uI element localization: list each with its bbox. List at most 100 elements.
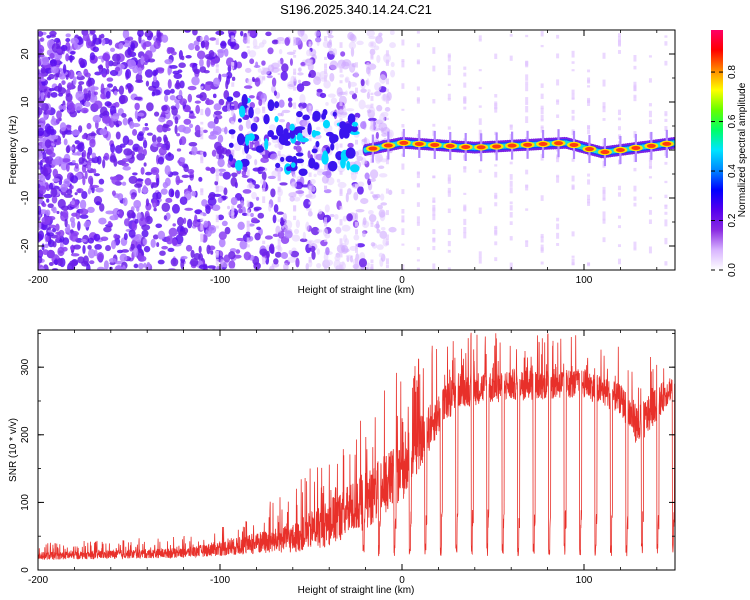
spectrogram-faint-cell [416,43,420,48]
spectrogram-noise-cell [278,119,286,123]
spectrogram-faint-cell [200,121,204,125]
spectrogram-noise-cell [74,192,78,196]
spectrogram-noise-cell [93,249,98,257]
spectrogram-faint-cell [571,184,575,190]
spectrogram-faint-cell [509,221,513,225]
spectrogram-noise-cell [51,195,58,204]
snr-panel: -200 -100 0 100 0 100 200 300 Height of straigh… [8,329,676,596]
spectrogram-noise-cell [253,206,262,211]
spectrogram-faint-cell [571,93,575,99]
spectrogram-noise-cell [217,49,224,58]
spectrogram-noise-cell [374,82,382,92]
spectrogram-ylabel: Frequency (Hz) [8,116,19,185]
spectrogram-noise-cell [279,57,284,65]
spectrogram-noise-cell [204,54,212,60]
spectrogram-noise-cell [212,266,216,270]
spectrogram-faint-cell [525,105,529,113]
spectrogram-noise-cell [284,37,290,46]
spectrogram-faint-cell [633,167,637,172]
spectrogram-noise-cell [71,129,81,136]
snr-series-line [38,332,675,560]
spectrogram-noise-cell [119,253,128,262]
spectrogram-faint-cell [432,123,436,127]
spectrogram-faint-cell [494,107,498,113]
spectrogram-noise-cell [48,88,56,92]
spectrogram-noise-cell [223,126,228,135]
spectrogram-noise-cell [379,230,388,239]
spectrogram-noise-cell [248,50,257,58]
spectrogram-noise-cell [202,129,208,134]
spectrogram-faint-cell [215,64,219,67]
spectrogram-faint-cell [602,105,606,113]
spectrogram-noise-cell [108,258,117,263]
spectrogram-noise-cell [92,168,97,174]
spectrogram-faint-cell [463,82,467,88]
spectrogram-noise-cell [283,262,289,270]
spectrogram-noise-cell [90,184,100,189]
spectrogram-noise-cell [99,128,108,136]
spectrogram-faint-cell [432,204,436,209]
spectrogram-noise-cell [179,157,186,163]
spectrogram-noise-cell [153,40,161,49]
spectrogram-faint-cell [494,225,498,229]
spectrogram-noise-cell [225,80,229,90]
spectrogram-transition-cell [330,143,335,151]
spectrogram-noise-cell [53,85,62,92]
spectrogram-noise-cell [366,262,370,267]
spectrogram-faint-cell [246,200,250,207]
spectrogram-noise-cell [140,55,145,65]
spectrogram-faint-cell [463,166,467,170]
spectrogram-faint-cell [355,258,358,264]
spectrogram-noise-cell [112,113,120,117]
spectrogram-noise-cell [260,92,267,103]
spectrogram-noise-cell [228,267,237,270]
spectrogram-noise-cell [49,30,57,36]
spectrogram-noise-cell [368,35,377,40]
spectrogram-faint-cell [540,119,544,122]
spectrogram-noise-cell [378,32,383,37]
spectrogram-faint-cell [231,82,235,87]
spectrogram-noise-cell [337,181,347,189]
spectrogram-noise-cell [206,58,211,68]
spectrogram-faint-cell [246,153,250,159]
spectrogram-noise-cell [121,181,127,186]
spectrogram-noise-cell [46,34,51,39]
spectrogram-faint-cell [571,50,575,58]
spectrogram-noise-cell [351,93,358,100]
spectrogram-faint-cell [617,126,621,131]
spectrogram-faint-cell [231,133,235,139]
ridge-peak-red [430,142,440,147]
spectrogram-faint-cell [556,217,560,222]
spectrogram-faint-cell [463,72,467,77]
ridge-peak-red [492,144,502,149]
spectrogram-faint-cell [478,118,482,125]
spectrogram-noise-cell [279,182,288,186]
spectrogram-noise-cell [378,252,384,258]
spectrogram-faint-cell [401,163,405,170]
spectrogram-noise-cell [288,249,293,255]
spectrogram-transition-cell [332,111,337,117]
spectrogram-noise-cell [87,237,95,244]
spectrogram-transition-cell [302,114,310,121]
spectrogram-frame [37,29,676,271]
spectrogram-faint-cell [447,267,451,270]
spectrogram-noise-cell [242,189,252,194]
spectrogram-noise-cell [88,260,95,265]
spectrogram-faint-cell [602,186,606,194]
spectrogram-faint-cell [525,208,529,211]
spectrogram-faint-cell [293,72,297,76]
spectrogram-transition-cell [226,96,234,102]
spectrogram-noise-cell [359,266,369,270]
spectrogram-faint-cell [262,67,266,70]
spectrogram-faint-cell [633,55,637,62]
spectrogram-noise-cell [100,106,108,116]
spectrogram-noise-cell [347,188,352,195]
spectrogram-noise-cell [70,175,79,184]
spectrogram-faint-cell [571,258,575,266]
spectrogram-faint-cell [447,98,451,101]
spectrogram-faint-cell [246,33,250,38]
spectrogram-noise-cell [84,170,88,180]
spectrogram-noise-cell [231,172,238,178]
spectrogram-noise-cell [364,172,370,180]
